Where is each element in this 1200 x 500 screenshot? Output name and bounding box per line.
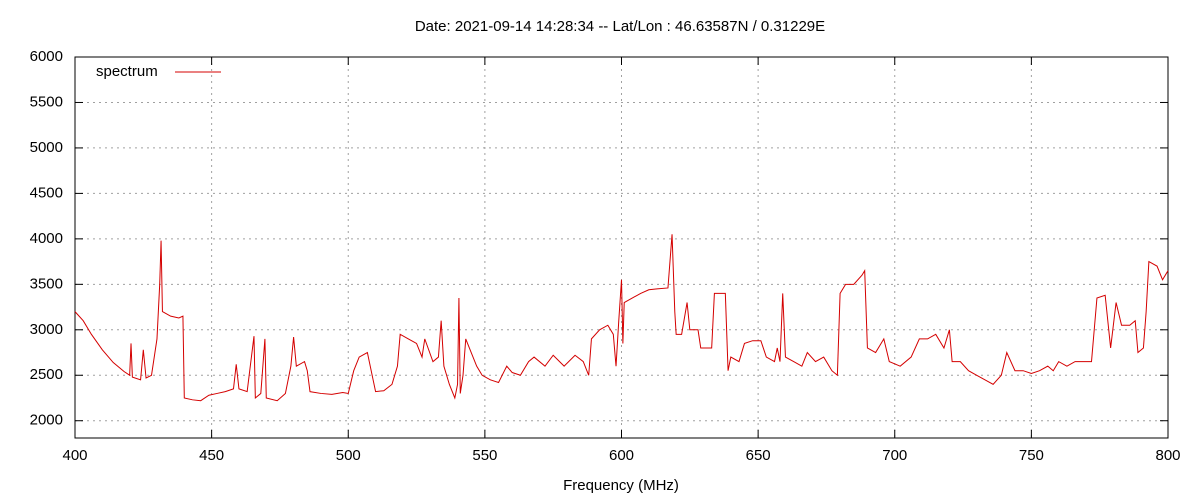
y-tick-label: 2000	[30, 412, 63, 429]
x-tick-label: 550	[472, 447, 497, 464]
y-tick-label: 3500	[30, 275, 63, 292]
x-tick-label: 450	[199, 447, 224, 464]
x-tick-label: 800	[1155, 447, 1180, 464]
legend-label: spectrum	[96, 63, 158, 80]
x-tick-label: 750	[1019, 447, 1044, 464]
y-tick-label: 3000	[30, 321, 63, 338]
y-tick-label: 5500	[30, 93, 63, 110]
y-tick-label: 6000	[30, 48, 63, 65]
y-tick-label: 4500	[30, 184, 63, 201]
x-tick-label: 700	[882, 447, 907, 464]
spectrum-line	[74, 234, 1169, 402]
x-tick-label: 600	[609, 447, 634, 464]
plot-frame	[74, 56, 1169, 439]
chart-title: Date: 2021-09-14 14:28:34 -- Lat/Lon : 4…	[415, 18, 825, 35]
x-tick-label: 650	[746, 447, 771, 464]
y-tick-label: 5000	[30, 139, 63, 156]
x-axis-label: Frequency (MHz)	[563, 477, 679, 494]
x-tick-label: 400	[62, 447, 87, 464]
y-tick-label: 4000	[30, 230, 63, 247]
y-tick-label: 2500	[30, 366, 63, 383]
x-tick-label: 500	[336, 447, 361, 464]
